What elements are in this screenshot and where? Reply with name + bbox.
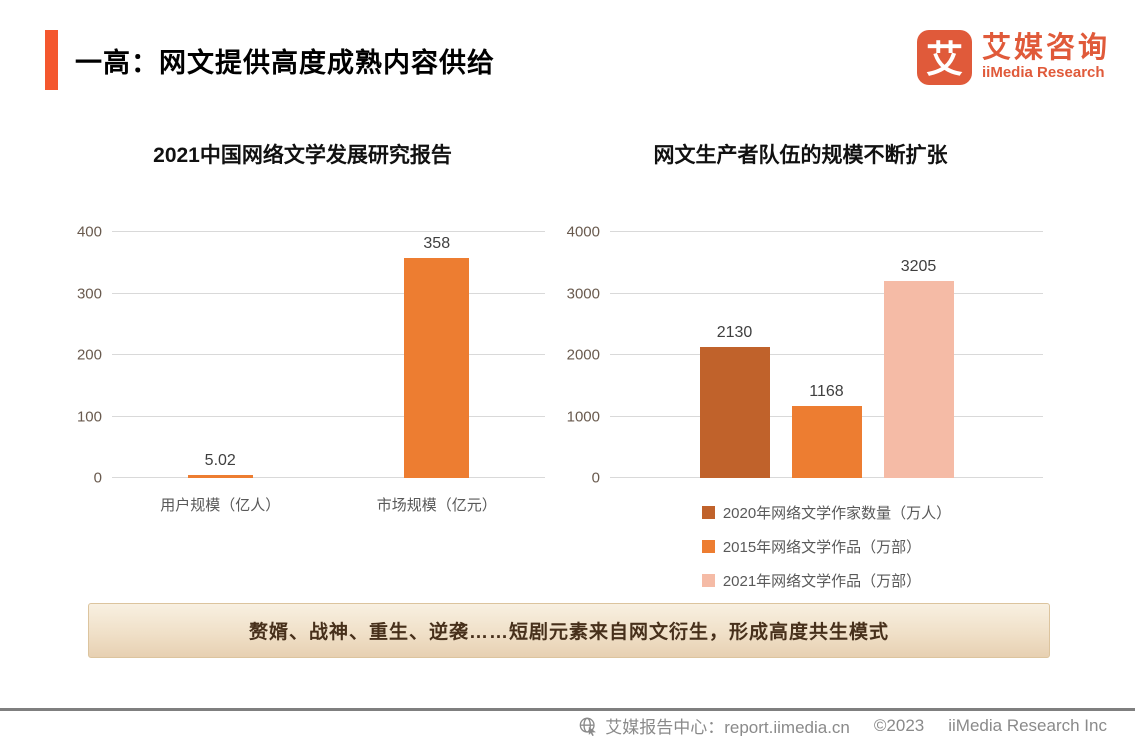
bar-value-label: 1168 — [809, 383, 844, 401]
chart-left-title: 2021中国网络文学发展研究报告 — [153, 144, 452, 167]
y-tick-label: 4000 — [566, 223, 600, 241]
bar-item: 358 — [404, 232, 470, 478]
chart-right-title: 网文生产者队伍的规模不断扩张 — [653, 144, 948, 167]
footer: 艾媒报告中心：report.iimedia.cn ©2023 iiMedia R… — [578, 713, 1107, 736]
gridline — [112, 415, 545, 417]
y-axis: 0 1000 2000 3000 4000 — [558, 224, 610, 487]
bar-value-label: 5.02 — [204, 451, 236, 469]
gridline — [112, 292, 545, 294]
chart-left-x-labels: 用户规模（亿人） 市场规模（亿元） — [112, 494, 545, 515]
chart-right-legend: 2020年网络文学作家数量（万人） 2015年网络文学作品（万部） 2021年网络文… — [610, 500, 1043, 592]
header: 一高：网文提供高度成熟内容供给 艾 艾媒咨询 iiMedia Research — [45, 28, 1110, 92]
title-accent-bar — [45, 30, 58, 90]
bar-rect — [883, 280, 954, 478]
footer-divider — [0, 708, 1135, 711]
y-tick-label: 300 — [76, 285, 102, 302]
y-tick-label: 0 — [93, 469, 102, 487]
legend-swatch — [701, 505, 715, 519]
footer-copyright: ©2023 — [873, 715, 925, 735]
legend-swatch — [701, 573, 715, 587]
bar-item: 1168 — [791, 232, 862, 478]
iimedia-logo-icon: 艾 — [916, 30, 972, 85]
legend-row: 2020年网络文学作家数量（万人） — [701, 500, 952, 524]
gridline — [112, 231, 545, 232]
y-tick-label: 200 — [76, 346, 102, 364]
gridline — [112, 477, 545, 478]
gridline — [610, 292, 1043, 294]
bar-rect — [699, 347, 770, 478]
bar-rect — [791, 406, 862, 478]
bar-item: 3205 — [883, 232, 954, 478]
chart-left-plot: 0 100 200 300 400 5.02 358 — [60, 224, 545, 487]
y-tick-label: 2000 — [566, 346, 600, 364]
banner-text: 赘婿、战神、重生、逆袭……短剧元素来自网文衍生，形成高度共生模式 — [248, 622, 889, 643]
gridline — [112, 354, 545, 355]
y-tick-label: 400 — [76, 223, 102, 241]
bar-value-label: 358 — [423, 234, 451, 252]
bar-value-label: 2130 — [716, 324, 753, 342]
legend-label: 2020年网络文学作家数量（万人） — [722, 504, 952, 522]
logo-text: 艾媒咨询 iiMedia Research — [981, 32, 1110, 82]
chart-right-plot: 0 1000 2000 3000 4000 2130 1168 3205 — [558, 224, 1043, 487]
legend-label: 2015年网络文学作品（万部） — [722, 538, 922, 556]
bar-item: 5.02 — [187, 232, 253, 478]
gridline — [610, 231, 1043, 232]
legend-row: 2015年网络文学作品（万部） — [701, 534, 951, 558]
legend-label: 2021年网络文学作品（万部） — [722, 572, 922, 590]
brand-logo: 艾 艾媒咨询 iiMedia Research — [916, 30, 1110, 85]
plot-area: 5.02 358 — [112, 231, 545, 478]
y-tick-label: 100 — [76, 408, 102, 425]
gridline — [610, 354, 1043, 355]
plot-area: 2130 1168 3205 — [610, 231, 1043, 478]
highlight-banner: 赘婿、战神、重生、逆袭……短剧元素来自网文衍生，形成高度共生模式 — [88, 603, 1050, 658]
chart-left-block: 2021中国网络文学发展研究报告 0 100 200 300 400 5.02 358 用户… — [60, 140, 545, 515]
footer-company: iiMedia Research Inc — [948, 715, 1107, 735]
y-tick-label: 1000 — [566, 408, 600, 425]
chart-right-block: 网文生产者队伍的规模不断扩张 0 1000 2000 3000 4000 2130 1168… — [558, 140, 1043, 592]
y-axis: 0 100 200 300 400 — [60, 224, 112, 487]
logo-name-en: iiMedia Research — [981, 64, 1105, 82]
bars-group: 2130 1168 3205 — [610, 232, 1043, 478]
logo-name-cn: 艾媒咨询 — [981, 32, 1110, 65]
bar-rect — [187, 474, 253, 478]
bar-rect — [404, 257, 470, 478]
globe-cursor-icon — [579, 717, 597, 736]
legend-row: 2021年网络文学作品（万部） — [701, 568, 951, 592]
y-tick-label: 0 — [591, 469, 600, 487]
bars-group: 5.02 358 — [112, 232, 545, 478]
footer-site-link[interactable]: 艾媒报告中心：report.iimedia.cn — [605, 718, 850, 736]
page-title: 一高：网文提供高度成熟内容供给 — [75, 47, 495, 78]
bar-item: 2130 — [699, 232, 770, 478]
x-category-label: 市场规模（亿元） — [376, 497, 497, 514]
legend-entries: 2020年网络文学作家数量（万人） 2015年网络文学作品（万部） 2021年网络文… — [701, 500, 952, 592]
y-tick-label: 3000 — [566, 285, 600, 302]
legend-swatch — [701, 539, 715, 553]
bar-value-label: 3205 — [900, 257, 937, 275]
x-category-label: 用户规模（亿人） — [160, 497, 281, 514]
